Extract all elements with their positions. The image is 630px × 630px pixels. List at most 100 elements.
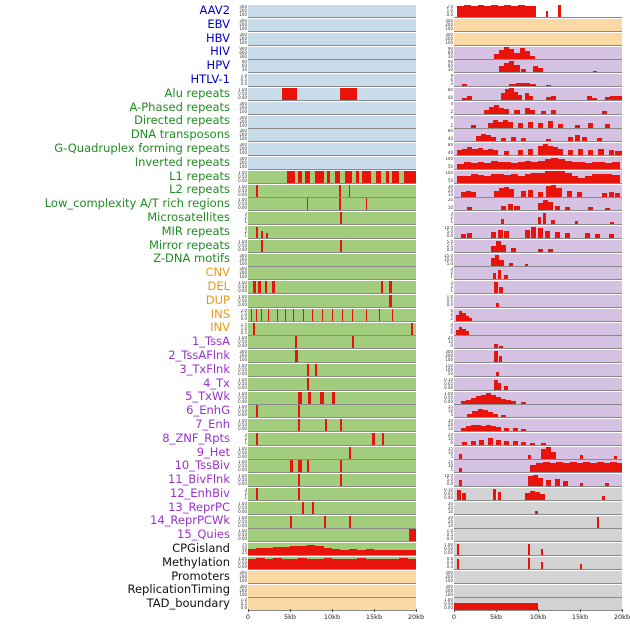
y-tick-label: 100 bbox=[445, 591, 453, 597]
left-track-panel bbox=[248, 474, 416, 488]
data-bar bbox=[464, 162, 471, 169]
y-tick-label: 0.50 bbox=[238, 380, 247, 386]
data-bar bbox=[598, 149, 604, 156]
data-bar bbox=[546, 480, 552, 487]
y-tick-label: 2 bbox=[244, 491, 247, 497]
data-bar bbox=[517, 123, 523, 128]
x-tick-label: 0 bbox=[245, 613, 251, 622]
right-axis-ticks: 10.0 5.0 0.0 bbox=[430, 474, 454, 486]
y-tick-label: 100 bbox=[445, 366, 453, 372]
data-bar bbox=[546, 11, 549, 18]
data-bar bbox=[348, 184, 351, 197]
y-tick-label: 1.00 bbox=[238, 474, 247, 479]
data-bar bbox=[519, 48, 525, 59]
data-bar bbox=[460, 401, 466, 404]
y-tick-label: 0.10 bbox=[444, 377, 453, 382]
left-axis-ticks: 1.00 0.50 0.00 bbox=[234, 460, 248, 472]
y-tick-label: 60 bbox=[447, 63, 453, 69]
track-row: Promoters 300 200 100 300 200 100 bbox=[0, 570, 630, 584]
data-bar bbox=[558, 5, 561, 18]
y-tick-label: 1.00 bbox=[238, 363, 247, 368]
y-tick-label: 100 bbox=[445, 577, 453, 583]
left-track-panel bbox=[248, 391, 416, 405]
track-row: Mirror repeats 1.00 0.50 0.00 5.0 2.5 0.0 bbox=[0, 239, 630, 253]
right-track-panel bbox=[454, 143, 622, 157]
data-bar bbox=[308, 391, 311, 404]
data-bar bbox=[509, 263, 513, 266]
y-tick-label: 15.0 bbox=[444, 253, 453, 258]
y-tick-label: 0.5 bbox=[240, 329, 247, 335]
right-track-panel bbox=[454, 515, 622, 529]
right-axis-ticks: 30 20 10 bbox=[430, 419, 454, 431]
y-tick-label: 0.50 bbox=[238, 408, 247, 414]
data-bar bbox=[482, 149, 488, 156]
right-axis-ticks: 1.0 0.5 0.0 bbox=[430, 529, 454, 541]
data-bar bbox=[578, 161, 586, 169]
data-bar bbox=[613, 455, 617, 459]
left-axis-ticks: 1.00 0.50 0.00 bbox=[234, 474, 248, 486]
y-tick-label: 200 bbox=[239, 35, 247, 41]
y-tick-label: 3 bbox=[450, 81, 453, 87]
x-tick-mark bbox=[374, 609, 375, 613]
data-bar bbox=[615, 96, 622, 100]
y-tick-label: 50 bbox=[447, 370, 453, 376]
data-bar bbox=[392, 170, 400, 183]
y-tick-label: 30 bbox=[447, 184, 453, 189]
data-bar bbox=[497, 491, 502, 501]
y-tick-label: 2 bbox=[450, 122, 453, 128]
data-bar bbox=[284, 308, 286, 321]
y-tick-label: 2 bbox=[450, 284, 453, 290]
data-bar bbox=[293, 308, 295, 321]
data-bar bbox=[591, 174, 599, 183]
right-track-panel bbox=[454, 446, 622, 460]
data-bar bbox=[256, 432, 259, 445]
data-bar bbox=[497, 269, 502, 280]
y-tick-label: 2 bbox=[450, 108, 453, 114]
data-bar bbox=[524, 6, 532, 18]
data-bar bbox=[470, 424, 476, 432]
data-bar bbox=[494, 54, 500, 59]
track-label: Methylation bbox=[162, 555, 230, 569]
track-row: 6_EnhG 1.00 0.50 0.00 15 10 5 bbox=[0, 404, 630, 419]
y-tick-label: 2.5 bbox=[446, 242, 453, 248]
y-tick-label: 100 bbox=[239, 163, 247, 169]
data-bar bbox=[524, 161, 532, 169]
data-bar bbox=[501, 219, 505, 225]
y-tick-label: 100 bbox=[445, 170, 453, 175]
left-track-panel bbox=[248, 419, 416, 433]
data-bar bbox=[338, 184, 342, 197]
track-row: HBV 300 200 100 300 200 100 bbox=[0, 32, 630, 46]
data-bar bbox=[501, 414, 507, 418]
y-tick-label: 1.00 bbox=[238, 170, 247, 175]
y-tick-label: 90 bbox=[241, 60, 247, 65]
y-tick-label: 300 bbox=[239, 32, 247, 37]
data-bar bbox=[496, 396, 502, 404]
y-tick-label: 300 bbox=[445, 32, 453, 37]
data-bar bbox=[261, 239, 264, 252]
right-axis-ticks: 5.0 2.5 0.0 bbox=[430, 240, 454, 252]
y-tick-label: 200 bbox=[239, 132, 247, 138]
data-bar bbox=[306, 198, 309, 211]
data-bar bbox=[521, 402, 527, 404]
y-tick-label: 0 bbox=[450, 343, 453, 349]
y-tick-label: 20 bbox=[447, 198, 453, 203]
track-row: G-Quadruplex forming repeats 300 200 100 8… bbox=[0, 142, 630, 157]
data-bar bbox=[264, 558, 274, 570]
right-axis-ticks: 20 10 bbox=[430, 198, 454, 210]
data-bar bbox=[323, 515, 326, 528]
y-tick-label: 100 bbox=[445, 39, 453, 45]
data-bar bbox=[595, 233, 601, 238]
right-axis-ticks: 90 60 30 bbox=[430, 60, 454, 72]
data-bar bbox=[264, 548, 274, 556]
data-bar bbox=[348, 558, 358, 570]
y-tick-label: 1.00 bbox=[238, 446, 247, 451]
left-axis-ticks: 1.00 0.50 0.00 bbox=[234, 447, 248, 459]
data-bar bbox=[320, 391, 324, 404]
data-bar bbox=[529, 442, 535, 445]
data-bar bbox=[323, 558, 332, 570]
y-tick-label: 1.00 bbox=[238, 281, 247, 286]
data-bar bbox=[554, 479, 560, 487]
y-tick-label: 20 bbox=[447, 432, 453, 437]
